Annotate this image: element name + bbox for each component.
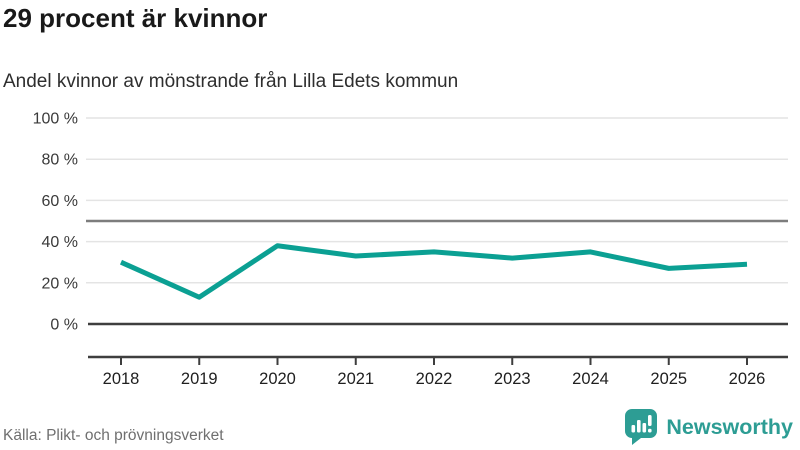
newsworthy-bubble-chart-icon [625,409,658,445]
line-chart: 0 % 20 % 40 % 60 % 80 % 100 % 2018 2019 2020 2021… [33,111,788,388]
source-note: Källa: Plikt- och prövningsverket [3,427,224,444]
x-tick-label: 2022 [416,370,453,388]
y-tick-label: 100 % [33,111,78,128]
x-tick-label: 2024 [572,370,609,388]
chart-subtitle: Andel kvinnor av mönstrande från Lilla E… [3,71,459,92]
newsworthy-logo: Newsworthy [624,408,793,446]
y-tick-label: 40 % [42,234,78,251]
x-tick-label: 2020 [259,370,296,388]
x-tick-label: 2023 [494,370,531,388]
y-tick-label: 80 % [42,152,78,169]
x-tick-label: 2021 [337,370,374,388]
newsworthy-logo-text: Newsworthy [666,414,793,439]
x-tick-label: 2025 [650,370,687,388]
x-tick-label: 2018 [103,370,140,388]
data-line [119,243,748,300]
y-tick-label: 0 % [50,317,78,334]
x-tick-label: 2019 [181,370,218,388]
chart-title: 29 procent är kvinnor [3,3,268,33]
x-tick-label: 2026 [729,370,766,388]
y-tick-label: 60 % [42,193,78,210]
y-tick-label: 20 % [42,275,78,292]
